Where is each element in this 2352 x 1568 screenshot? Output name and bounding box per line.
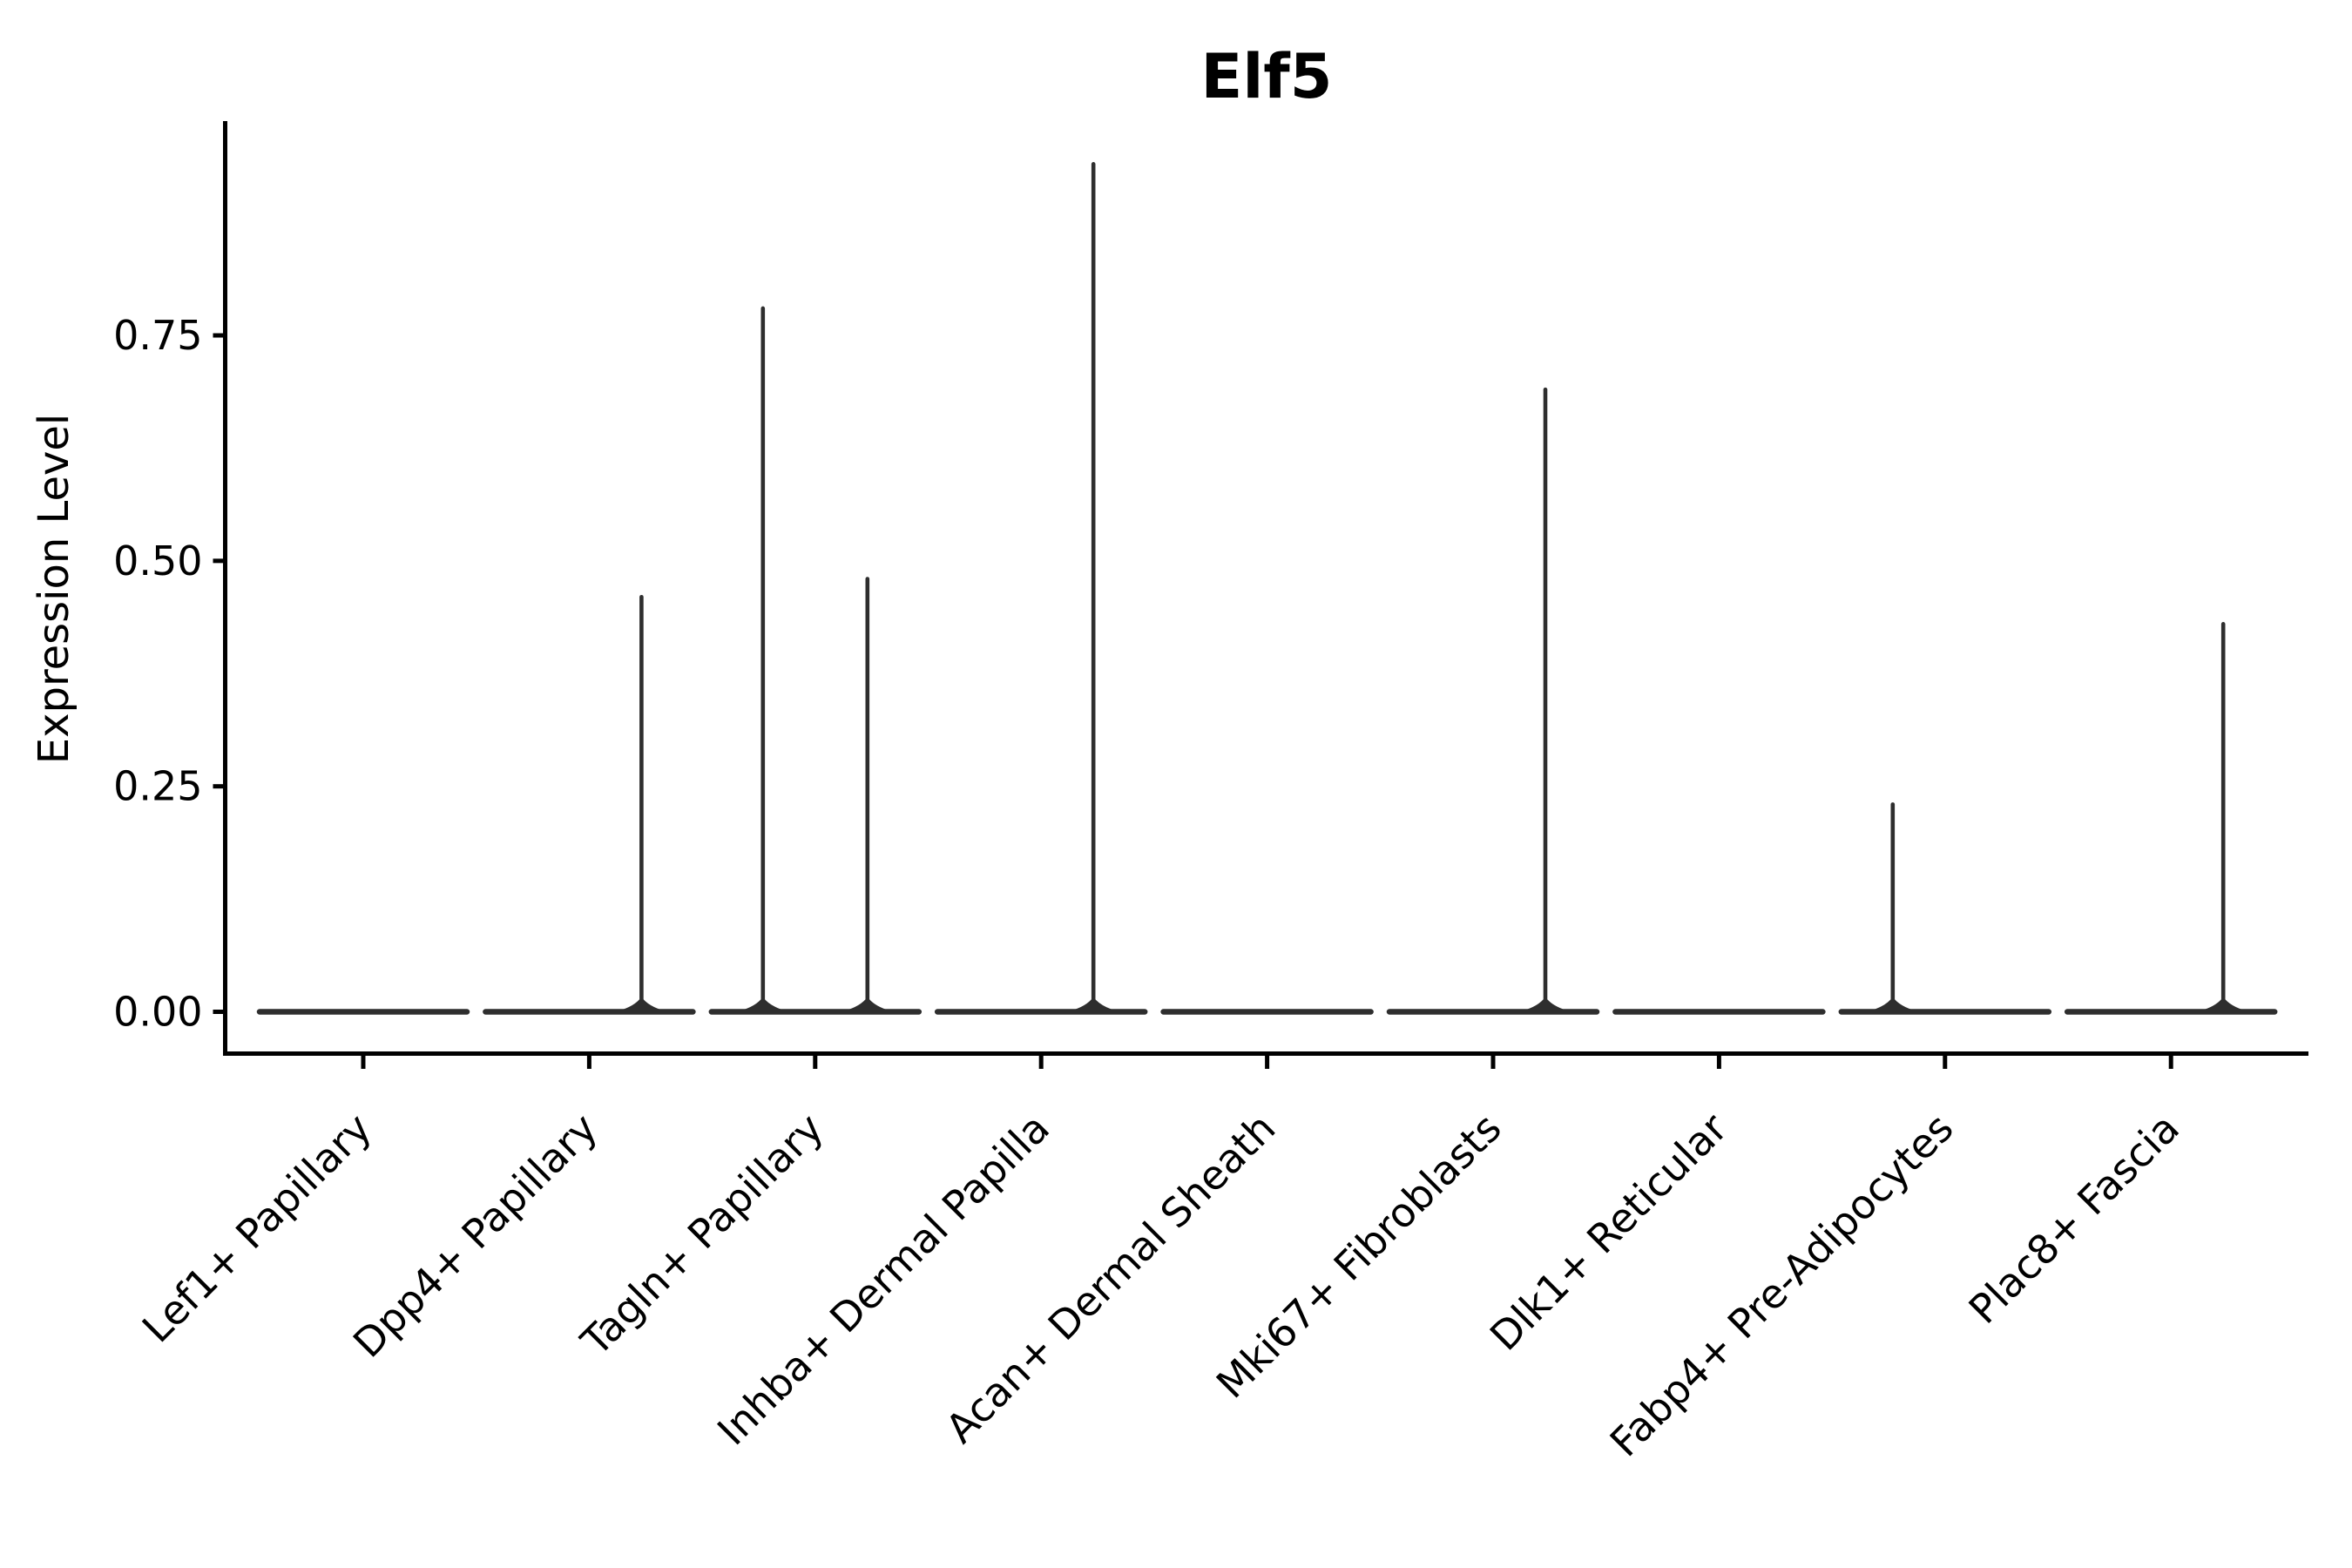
violin-category	[708, 306, 923, 1015]
x-tick-label: Tagln+ Papillary	[571, 1105, 833, 1366]
violins-layer	[256, 162, 2278, 1015]
x-tick-label: Plac8+ Fascia	[1960, 1105, 2188, 1333]
y-tick-label: 0.50	[113, 537, 202, 585]
axes-layer	[223, 121, 2308, 1056]
y-tick-label: 0.00	[113, 989, 202, 1036]
violin-category	[483, 594, 696, 1015]
violin-category	[2064, 622, 2278, 1015]
y-tick-label: 0.25	[113, 763, 202, 810]
violin-category	[934, 162, 1148, 1015]
violin-category	[1838, 802, 2052, 1015]
violin-category	[1386, 387, 1600, 1015]
x-tick-label: Lef1+ Papillary	[133, 1105, 381, 1352]
y-axis-label: Expression Level	[30, 414, 78, 765]
x-tick-label: Dlk1+ Reticular	[1481, 1105, 1736, 1360]
y-ticks-layer: 0.00 0.25 0.50 0.75	[113, 312, 226, 1036]
chart-title: Elf5	[1201, 41, 1333, 112]
x-tick-label: Dpp4+ Papillary	[344, 1105, 606, 1367]
y-tick-label: 0.75	[113, 312, 202, 359]
